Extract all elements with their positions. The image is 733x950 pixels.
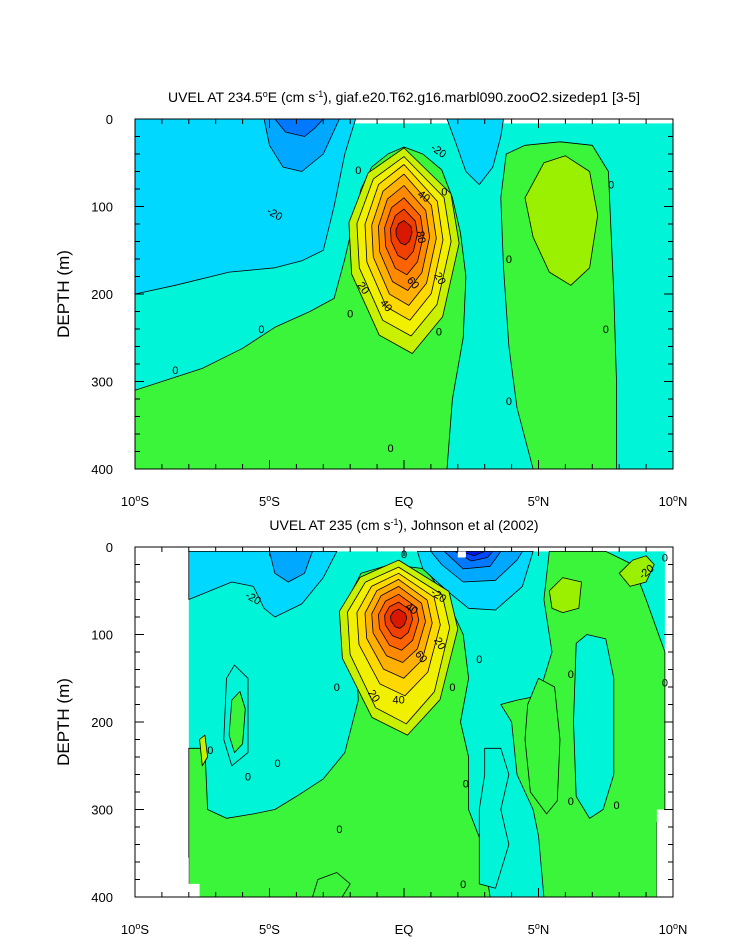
contour-label: 0 xyxy=(336,824,342,836)
jet-contour-level xyxy=(395,220,413,246)
y-tick-label: 100 xyxy=(91,200,113,215)
contour-region xyxy=(199,734,209,767)
y-tick-label: 100 xyxy=(91,628,113,643)
contour-label: 0 xyxy=(608,180,614,192)
x-tick-label: 10oN xyxy=(659,493,688,509)
contour-label: 0 xyxy=(355,165,361,177)
no-data-area xyxy=(457,551,466,558)
contour-label: 40 xyxy=(403,601,420,618)
x-tick-label: EQ xyxy=(395,494,414,509)
y-tick-label: 200 xyxy=(91,287,113,302)
contour-label: 0 xyxy=(334,682,340,694)
contour-region xyxy=(312,872,351,897)
y-tick-label: 400 xyxy=(91,462,113,477)
y-tick-label: 0 xyxy=(106,540,113,555)
contour-label: 0 xyxy=(568,796,574,808)
contour-label: 0 xyxy=(662,678,668,690)
contour-label: 20 xyxy=(431,270,448,287)
contour-label: 0 xyxy=(387,443,393,455)
contour-label: 0 xyxy=(207,745,213,757)
equatorial-undercurrent-core xyxy=(348,147,460,354)
contour-label: 0 xyxy=(258,324,264,336)
x-tick-label: 5oN xyxy=(528,921,550,937)
x-tick-label: EQ xyxy=(395,922,414,937)
contour-label: 0 xyxy=(441,187,447,199)
chart-title: UVEL AT 234.5oE (cm s-1), giaf.e20.T62.g… xyxy=(168,89,640,105)
contour-label: 0 xyxy=(476,654,482,666)
contour-label: 0 xyxy=(172,365,178,377)
contour-label: 0 xyxy=(662,553,668,565)
contour-region xyxy=(228,691,246,753)
no-data-area xyxy=(656,809,673,897)
contour-label: 0 xyxy=(613,800,619,812)
y-tick-label: 300 xyxy=(91,375,113,390)
axis-ticks xyxy=(134,118,674,470)
contour-region xyxy=(478,747,510,889)
contour-region xyxy=(460,551,486,557)
contour-region xyxy=(263,119,340,172)
axis-ticks xyxy=(134,546,674,898)
y-axis-label: DEPTH (m) xyxy=(54,678,73,766)
contour-label: 0 xyxy=(275,758,281,770)
y-axis-label: DEPTH (m) xyxy=(54,250,73,338)
contour-region xyxy=(274,119,324,137)
chart-title: UVEL AT 235 (cm s-1), Johnson et al (200… xyxy=(269,517,538,533)
contour-label: 0 xyxy=(603,324,609,336)
contour-label: 0 xyxy=(506,254,512,266)
contour-label: 0 xyxy=(460,879,466,891)
contour-region xyxy=(573,634,615,819)
y-tick-label: 200 xyxy=(91,715,113,730)
equatorial-undercurrent-core xyxy=(338,559,459,736)
contour-region xyxy=(548,577,582,613)
contour-label: 0 xyxy=(506,396,512,408)
contour-label: 0 xyxy=(449,682,455,694)
x-tick-label: 5oS xyxy=(259,921,280,937)
panel-2: -20-20-200000000000000004060202040010020… xyxy=(54,517,687,937)
x-tick-label: 5oN xyxy=(528,493,550,509)
no-data-area xyxy=(135,857,200,897)
contour-label: 40 xyxy=(392,694,404,706)
contour-label: 0 xyxy=(347,308,353,320)
contour-region xyxy=(524,677,561,815)
contour-label: 40 xyxy=(415,188,432,205)
panel-1: -20-200000000000040802060204001002003004… xyxy=(54,89,687,509)
x-tick-label: 5oS xyxy=(259,493,280,509)
x-tick-label: 10oS xyxy=(121,921,149,937)
contour-label: 80 xyxy=(414,230,428,244)
y-tick-label: 300 xyxy=(91,803,113,818)
y-tick-label: 400 xyxy=(91,890,113,905)
x-tick-label: 10oN xyxy=(659,921,688,937)
contour-label: 20 xyxy=(431,635,448,652)
contour-region xyxy=(446,119,504,186)
contour-region xyxy=(524,155,599,286)
contour-label: 20 xyxy=(365,688,382,705)
plot-area: -20-20-200000000000000004060202040 xyxy=(135,547,673,897)
contour-label: 20 xyxy=(354,280,371,297)
contour-label: 0 xyxy=(568,669,574,681)
contour-label: 0 xyxy=(436,327,442,339)
jet-contour-level xyxy=(390,608,408,629)
x-tick-label: 10oS xyxy=(121,493,149,509)
contour-label: 0 xyxy=(463,778,469,790)
contour-region xyxy=(269,551,313,583)
contour-region xyxy=(618,555,655,587)
contour-label: 0 xyxy=(245,771,251,783)
y-tick-label: 0 xyxy=(106,112,113,127)
